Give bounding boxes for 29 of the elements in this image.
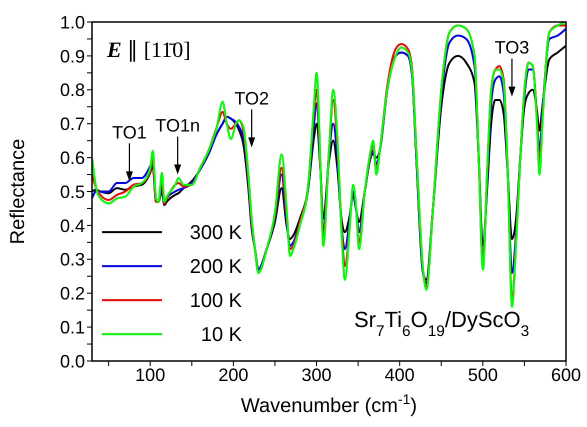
y-tick-label: 0.8	[60, 80, 85, 100]
legend-label: 300 K	[190, 222, 243, 244]
y-tick-label: 0.6	[60, 148, 85, 168]
x-tick-label: 100	[135, 364, 166, 385]
legend-label: 10 K	[200, 324, 243, 346]
y-tick-label: 0.5	[60, 182, 85, 202]
annotation: Sr$_{7}$Ti$_{6}$O$_{19}$/DyScO$_{3}$	[354, 307, 530, 340]
legend-label: 100 K	[190, 290, 243, 312]
y-tick-label: 0.9	[60, 46, 85, 66]
x-tick-label: 500	[468, 364, 498, 385]
y-tick-label: 0.3	[60, 250, 85, 270]
annotation: TO2	[234, 88, 270, 108]
y-tick-label: 0.4	[60, 216, 85, 236]
annotation: TO1n	[155, 116, 200, 136]
y-axis-title: Reflectance	[7, 138, 29, 244]
annotation: E ∥ [11̄0]	[106, 37, 191, 62]
y-tick-label: 0.0	[60, 351, 85, 372]
y-tick-label: 0.7	[60, 114, 85, 134]
x-tick-label: 600	[550, 364, 582, 385]
annotation: TO1	[112, 122, 147, 142]
legend-label: 200 K	[190, 256, 243, 278]
y-tick-label: 1.0	[60, 12, 85, 32]
x-tick-label: 200	[218, 364, 248, 385]
x-tick-label: 300	[302, 364, 332, 385]
y-tick-label: 0.1	[60, 317, 85, 338]
x-axis-title: Wavenumber (cm$^{-1}$)	[240, 391, 418, 417]
annotation: TO3	[494, 38, 530, 58]
x-tick-label: 400	[384, 364, 415, 385]
y-tick-label: 0.2	[60, 284, 85, 304]
